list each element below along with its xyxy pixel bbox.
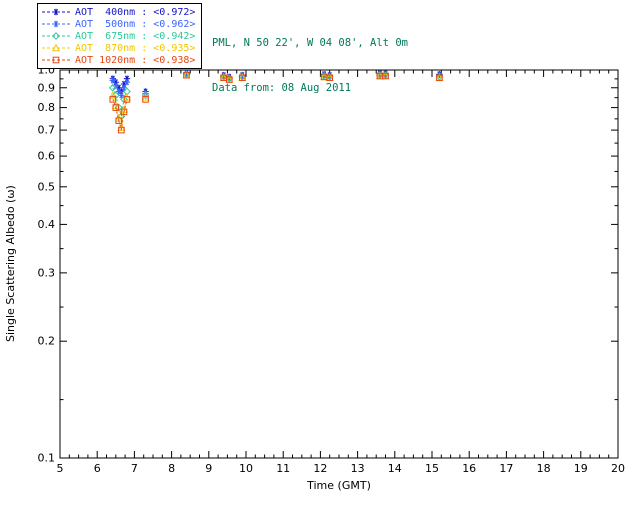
svg-text:13: 13	[351, 462, 365, 475]
legend-swatch-asterisk-icon	[42, 20, 70, 28]
legend-item: AOT 870nm : <0.935>	[41, 42, 195, 54]
svg-text:11: 11	[276, 462, 290, 475]
svg-text:0.9: 0.9	[38, 81, 56, 94]
legend-item: AOT 1020nm : <0.938>	[41, 54, 195, 66]
legend-swatch-diamond-icon	[42, 32, 70, 40]
svg-text:0.1: 0.1	[38, 452, 56, 465]
legend-swatch-asterisk-icon	[42, 8, 70, 16]
svg-text:0.4: 0.4	[38, 218, 56, 231]
svg-text:7: 7	[131, 462, 138, 475]
svg-text:19: 19	[574, 462, 588, 475]
legend-item: AOT 500nm : <0.962>	[41, 18, 195, 30]
legend-label: AOT 400nm : <0.972>	[75, 6, 196, 18]
x-axis-label: Time (GMT)	[307, 479, 371, 492]
svg-text:0.6: 0.6	[38, 150, 56, 163]
svg-text:16: 16	[462, 462, 476, 475]
header-date-text: Data from: 08 Aug 2011	[212, 82, 352, 94]
legend-item: AOT 400nm : <0.972>	[41, 6, 195, 18]
svg-text:0.2: 0.2	[38, 335, 56, 348]
y-axis-label: Single Scattering Albedo (ω)	[4, 185, 17, 343]
svg-text:9: 9	[205, 462, 212, 475]
svg-text:8: 8	[168, 462, 175, 475]
legend-label: AOT 500nm : <0.962>	[75, 18, 196, 30]
legend-item: AOT 675nm : <0.942>	[41, 30, 195, 42]
svg-text:17: 17	[499, 462, 513, 475]
legend-label: AOT 1020nm : <0.938>	[75, 54, 196, 66]
legend-swatch-square-icon	[42, 56, 70, 64]
svg-text:18: 18	[537, 462, 551, 475]
svg-text:0.8: 0.8	[38, 101, 56, 114]
header-block: PML, N 50 22', W 04 08', Alt 0m Data fro…	[212, 6, 408, 126]
svg-text:15: 15	[425, 462, 439, 475]
svg-text:6: 6	[94, 462, 101, 475]
svg-text:20: 20	[611, 462, 625, 475]
legend-box: AOT 400nm : <0.972> AOT 500nm : <0.962> AO…	[37, 3, 203, 69]
svg-text:0.5: 0.5	[38, 180, 56, 193]
legend-swatch-triangle-icon	[42, 43, 70, 52]
svg-text:14: 14	[388, 462, 402, 475]
svg-text:12: 12	[313, 462, 327, 475]
svg-text:5: 5	[57, 462, 64, 475]
header-site-text: PML, N 50 22', W 04 08', Alt 0m	[212, 37, 408, 49]
legend-label: AOT 675nm : <0.942>	[75, 30, 196, 42]
svg-text:10: 10	[239, 462, 253, 475]
svg-text:0.7: 0.7	[38, 124, 56, 137]
legend-label: AOT 870nm : <0.935>	[75, 42, 196, 54]
svg-text:0.3: 0.3	[38, 266, 56, 279]
